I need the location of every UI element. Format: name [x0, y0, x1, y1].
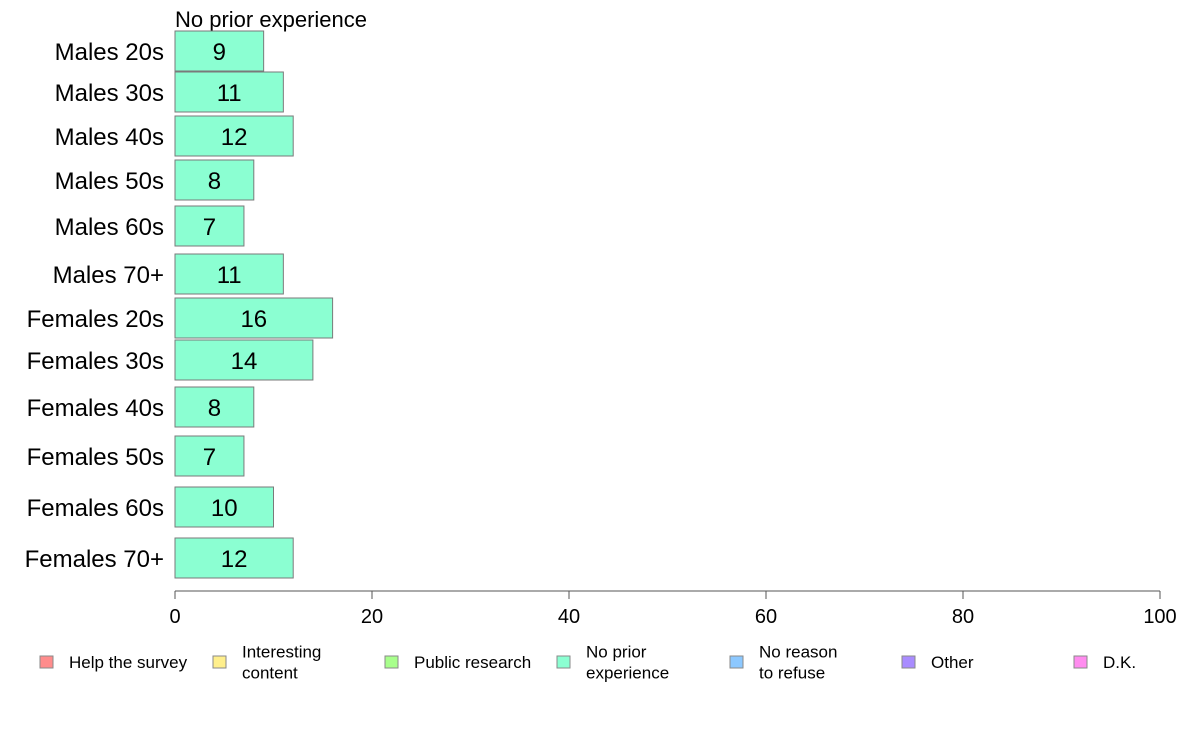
value-label-3: 8	[208, 168, 221, 195]
value-label-11: 12	[221, 546, 248, 573]
x-axis: 0 20 40 60 80 100	[169, 590, 1177, 628]
value-label-8: 8	[208, 395, 221, 422]
category-label-11: Females 70+	[25, 546, 164, 573]
x-tick-label-5: 100	[1143, 606, 1176, 628]
legend: Help the survey Interesting content Public …	[39, 643, 1136, 683]
category-label-10: Females 60s	[27, 495, 164, 522]
category-label-5: Males 70+	[53, 262, 164, 289]
category-label-4: Males 60s	[55, 214, 164, 241]
value-label-2: 12	[221, 124, 248, 151]
legend-swatch-1	[212, 655, 227, 669]
category-label-6: Females 20s	[27, 306, 164, 333]
category-label-8: Females 40s	[27, 395, 164, 422]
x-tick-label-3: 60	[755, 606, 777, 628]
category-label-3: Males 50s	[55, 168, 164, 195]
category-label-2: Males 40s	[55, 124, 164, 151]
bars-group: Males 20s 9 Males 30s 11 Males 40s 12 Males 50…	[25, 30, 334, 579]
legend-label-1: Interesting content	[242, 643, 321, 683]
legend-label-3: No prior experience	[586, 643, 669, 683]
x-tick-label-1: 20	[361, 606, 383, 628]
legend-swatch-5	[901, 655, 916, 669]
bar-1	[174, 71, 284, 113]
category-label-7: Females 30s	[27, 348, 164, 375]
legend-swatch-2	[384, 655, 399, 669]
value-label-9: 7	[203, 444, 216, 471]
legend-label-6: D.K.	[1103, 653, 1136, 672]
value-label-1: 11	[217, 80, 242, 107]
value-label-4: 7	[203, 214, 216, 241]
legend-swatch-0	[39, 655, 54, 669]
bar-8	[174, 386, 255, 428]
bar-5	[174, 253, 284, 295]
legend-swatch-3	[556, 655, 571, 669]
category-label-9: Females 50s	[27, 444, 164, 471]
x-tick-label-0: 0	[169, 606, 180, 628]
bar-4	[174, 205, 245, 247]
bar-3	[174, 159, 255, 201]
value-label-10: 10	[211, 495, 238, 522]
category-label-0: Males 20s	[55, 39, 164, 66]
bar-11	[174, 537, 294, 579]
legend-label-4: No reason to refuse	[759, 643, 837, 683]
bar-7	[174, 339, 314, 381]
value-label-0: 9	[213, 39, 226, 66]
category-label-1: Males 30s	[55, 80, 164, 107]
legend-swatch-6	[1073, 655, 1088, 669]
bar-2	[174, 115, 294, 157]
x-tick-label-4: 80	[952, 606, 974, 628]
legend-label-0: Help the survey	[69, 653, 188, 672]
bar-0	[174, 30, 265, 72]
legend-swatch-4	[729, 655, 744, 669]
bar-9	[174, 435, 245, 477]
legend-label-2: Public research	[414, 653, 531, 672]
legend-label-5: Other	[931, 653, 974, 672]
bar-6	[174, 297, 334, 339]
bar-10	[174, 486, 274, 528]
chart-title: No prior experience	[175, 7, 367, 32]
value-label-6: 16	[240, 306, 267, 333]
x-tick-label-2: 40	[558, 606, 580, 628]
value-label-5: 11	[217, 262, 242, 289]
value-label-7: 14	[231, 348, 258, 375]
